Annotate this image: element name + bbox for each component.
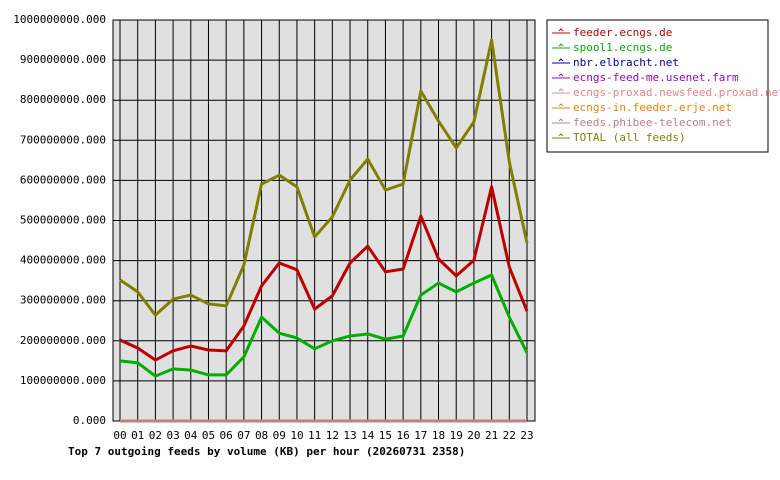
x-tick-label: 13 bbox=[343, 429, 356, 442]
legend-marker bbox=[558, 103, 564, 107]
series-line bbox=[119, 273, 529, 378]
legend-marker bbox=[558, 88, 564, 92]
legend-marker bbox=[558, 133, 564, 137]
y-tick-label: 100000000.000 bbox=[20, 374, 106, 387]
legend-label: ecngs-proxad.newsfeed.proxad.net bbox=[573, 86, 780, 99]
x-tick-label: 04 bbox=[184, 429, 198, 442]
x-tick-label: 01 bbox=[131, 429, 144, 442]
series-line bbox=[119, 38, 529, 317]
x-tick-label: 16 bbox=[397, 429, 410, 442]
y-tick-label: 0.000 bbox=[73, 414, 106, 427]
x-tick-label: 09 bbox=[273, 429, 286, 442]
legend-label: feeder.ecngs.de bbox=[573, 26, 672, 39]
x-tick-label: 15 bbox=[379, 429, 392, 442]
x-tick-label: 20 bbox=[467, 429, 480, 442]
legend-label: ecngs-feed-me.usenet.farm bbox=[573, 71, 739, 84]
x-tick-label: 11 bbox=[308, 429, 321, 442]
x-tick-label: 07 bbox=[237, 429, 250, 442]
x-tick-label: 23 bbox=[520, 429, 533, 442]
x-tick-label: 02 bbox=[149, 429, 162, 442]
y-tick-label: 600000000.000 bbox=[20, 173, 106, 186]
y-tick-label: 200000000.000 bbox=[20, 334, 106, 347]
legend-marker bbox=[558, 118, 564, 122]
chart-title: Top 7 outgoing feeds by volume (KB) per … bbox=[68, 445, 465, 458]
legend-label: spool1.ecngs.de bbox=[573, 41, 672, 54]
x-tick-label: 18 bbox=[432, 429, 445, 442]
x-tick-label: 00 bbox=[113, 429, 126, 442]
x-tick-label: 06 bbox=[220, 429, 233, 442]
legend-label: nbr.elbracht.net bbox=[573, 56, 679, 69]
x-tick-label: 14 bbox=[361, 429, 375, 442]
y-tick-label: 1000000000.000 bbox=[13, 13, 106, 26]
x-tick-label: 22 bbox=[503, 429, 516, 442]
x-tick-label: 12 bbox=[326, 429, 339, 442]
y-tick-label: 800000000.000 bbox=[20, 93, 106, 106]
legend-label: TOTAL (all feeds) bbox=[573, 131, 686, 144]
x-tick-label: 08 bbox=[255, 429, 268, 442]
x-tick-label: 19 bbox=[450, 429, 463, 442]
x-tick-label: 21 bbox=[485, 429, 498, 442]
x-tick-label: 03 bbox=[166, 429, 179, 442]
legend-marker bbox=[558, 58, 564, 62]
series-line bbox=[119, 185, 529, 362]
legend-marker bbox=[558, 28, 564, 32]
legend-label: feeds.phibee-telecom.net bbox=[573, 116, 732, 129]
y-tick-label: 300000000.000 bbox=[20, 294, 106, 307]
x-tick-label: 05 bbox=[202, 429, 215, 442]
y-tick-label: 400000000.000 bbox=[20, 254, 106, 267]
legend-marker bbox=[558, 43, 564, 47]
x-tick-label: 17 bbox=[414, 429, 427, 442]
y-tick-label: 500000000.000 bbox=[20, 214, 106, 227]
legend-marker bbox=[558, 73, 564, 77]
y-tick-label: 900000000.000 bbox=[20, 53, 106, 66]
legend-label: ecngs-in.feeder.erje.net bbox=[573, 101, 732, 114]
legend-box bbox=[546, 19, 769, 153]
y-tick-label: 700000000.000 bbox=[20, 133, 106, 146]
x-tick-label: 10 bbox=[290, 429, 303, 442]
